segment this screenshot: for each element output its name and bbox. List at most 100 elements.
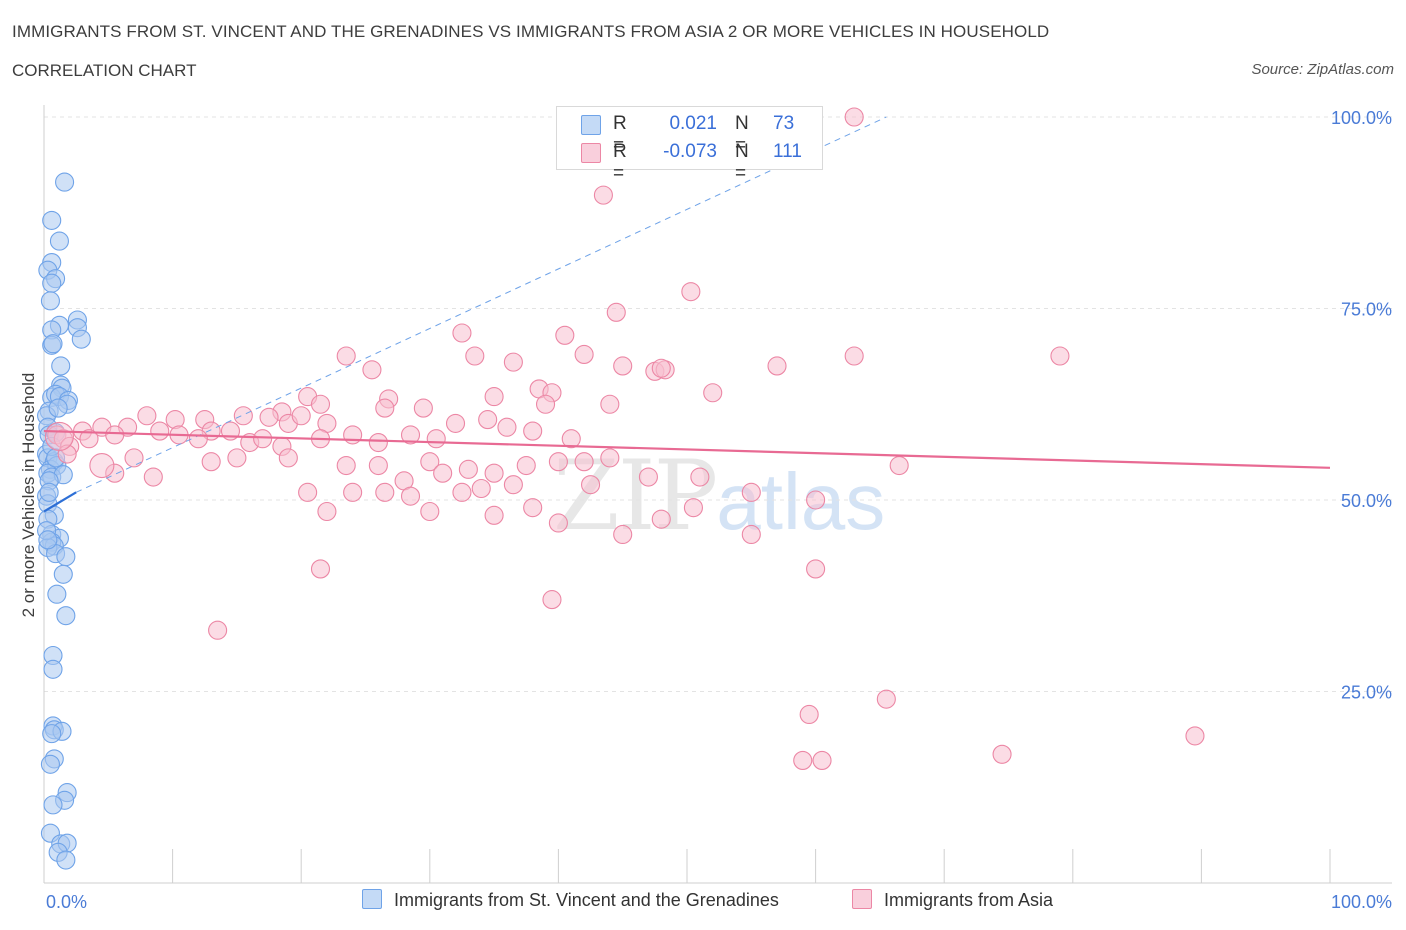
pink-point: [317, 501, 337, 522]
chart-subtitle: CORRELATION CHART: [12, 61, 197, 80]
pink-point: [413, 398, 433, 418]
pink-point: [574, 344, 594, 365]
blue-point: [48, 398, 68, 418]
pink-point: [105, 425, 125, 445]
pink-point: [555, 325, 575, 345]
pink-point: [336, 346, 356, 366]
pink-point: [844, 107, 864, 127]
y-tick-label: 50.0%: [1341, 491, 1392, 511]
pink-point: [368, 432, 388, 453]
chart-title: IMMIGRANTS FROM ST. VINCENT AND THE GREN…: [12, 22, 1050, 41]
pink-point: [375, 482, 395, 502]
pink-point: [542, 590, 562, 610]
y-tick-label: 100.0%: [1331, 108, 1392, 128]
pink-point: [606, 302, 626, 322]
pink-point: [548, 452, 568, 472]
blue-point: [43, 795, 63, 815]
blue-point: [49, 231, 69, 251]
pink-point: [503, 475, 523, 495]
blue-point: [56, 606, 76, 626]
pink-point: [523, 498, 543, 518]
legend-item-asia: Immigrants from Asia: [852, 889, 1053, 911]
r-value: -0.073: [663, 141, 717, 162]
blue-swatch: [362, 889, 382, 909]
pink-point: [651, 358, 671, 378]
pink-point: [208, 620, 228, 640]
pink-point: [420, 501, 440, 522]
pink-point: [806, 490, 826, 510]
pink-point: [400, 486, 421, 506]
pink-point: [89, 452, 115, 479]
pink-point: [484, 387, 504, 407]
blue-point: [43, 659, 63, 679]
pink-point: [452, 482, 472, 502]
pink-point: [458, 459, 478, 479]
pink-point: [516, 455, 536, 476]
pink-point: [613, 356, 633, 376]
pink-point: [503, 352, 523, 372]
pink-point: [600, 448, 620, 468]
pink-point: [548, 513, 568, 533]
pink-point: [681, 282, 701, 302]
blue-point: [53, 564, 73, 584]
r-label: R =: [613, 113, 627, 156]
pink-point: [227, 448, 247, 468]
pink-point: [433, 463, 453, 483]
pink-point: [683, 498, 703, 518]
n-label: N =: [735, 113, 749, 156]
pink-point: [201, 452, 221, 472]
blue-point: [55, 172, 75, 192]
pink-point: [278, 448, 298, 468]
blue-point: [43, 334, 63, 354]
blue-point: [39, 482, 59, 502]
blue-point: [56, 547, 76, 567]
pink-point: [561, 429, 581, 449]
pink-point: [298, 482, 318, 502]
pink-point: [1050, 346, 1070, 366]
pink-point: [426, 429, 446, 449]
pink-trend-line: [43, 429, 1331, 469]
y-tick-label: 75.0%: [1341, 300, 1392, 320]
pink-point: [812, 750, 832, 770]
pink-point: [523, 421, 543, 441]
pink-point: [465, 346, 485, 366]
blue-point: [42, 210, 62, 230]
pink-point: [233, 406, 253, 426]
legend-label: Immigrants from St. Vincent and the Gren…: [394, 890, 779, 910]
pink-point: [420, 452, 440, 472]
pink-point: [143, 467, 163, 487]
pink-point: [253, 429, 273, 449]
y-tick-label: 25.0%: [1341, 683, 1392, 703]
blue-point: [40, 754, 60, 774]
pink-point: [844, 346, 864, 366]
blue-point: [51, 356, 71, 376]
n-label: N =: [735, 141, 749, 184]
r-value: 0.021: [669, 113, 717, 134]
legend-item-st-vincent: Immigrants from St. Vincent and the Gren…: [362, 889, 779, 911]
pink-swatch: [581, 143, 601, 163]
blue-point: [40, 291, 60, 311]
pink-point: [44, 421, 74, 451]
pink-point: [876, 689, 896, 709]
pink-point: [150, 421, 170, 441]
pink-point: [259, 407, 279, 427]
pink-point: [478, 410, 498, 430]
pink-point: [362, 360, 382, 380]
pink-point: [613, 524, 633, 545]
chart-source: Source: ZipAtlas.com: [1251, 61, 1394, 78]
legend-label: Immigrants from Asia: [884, 890, 1054, 910]
blue-point: [42, 273, 62, 293]
pink-point: [793, 750, 813, 770]
pink-point: [651, 509, 671, 529]
n-value: 111: [773, 141, 802, 162]
blue-trend-line: [43, 491, 77, 513]
x-tick-label: 100.0%: [1331, 892, 1392, 912]
pink-point: [291, 406, 311, 426]
pink-point: [105, 463, 125, 483]
stats-legend: R = 0.021 N = 73 R = -0.073 N = 111: [556, 106, 823, 184]
pink-point: [484, 505, 504, 525]
pink-point: [741, 524, 761, 545]
pink-point: [535, 394, 556, 414]
pink-point: [1185, 726, 1205, 746]
